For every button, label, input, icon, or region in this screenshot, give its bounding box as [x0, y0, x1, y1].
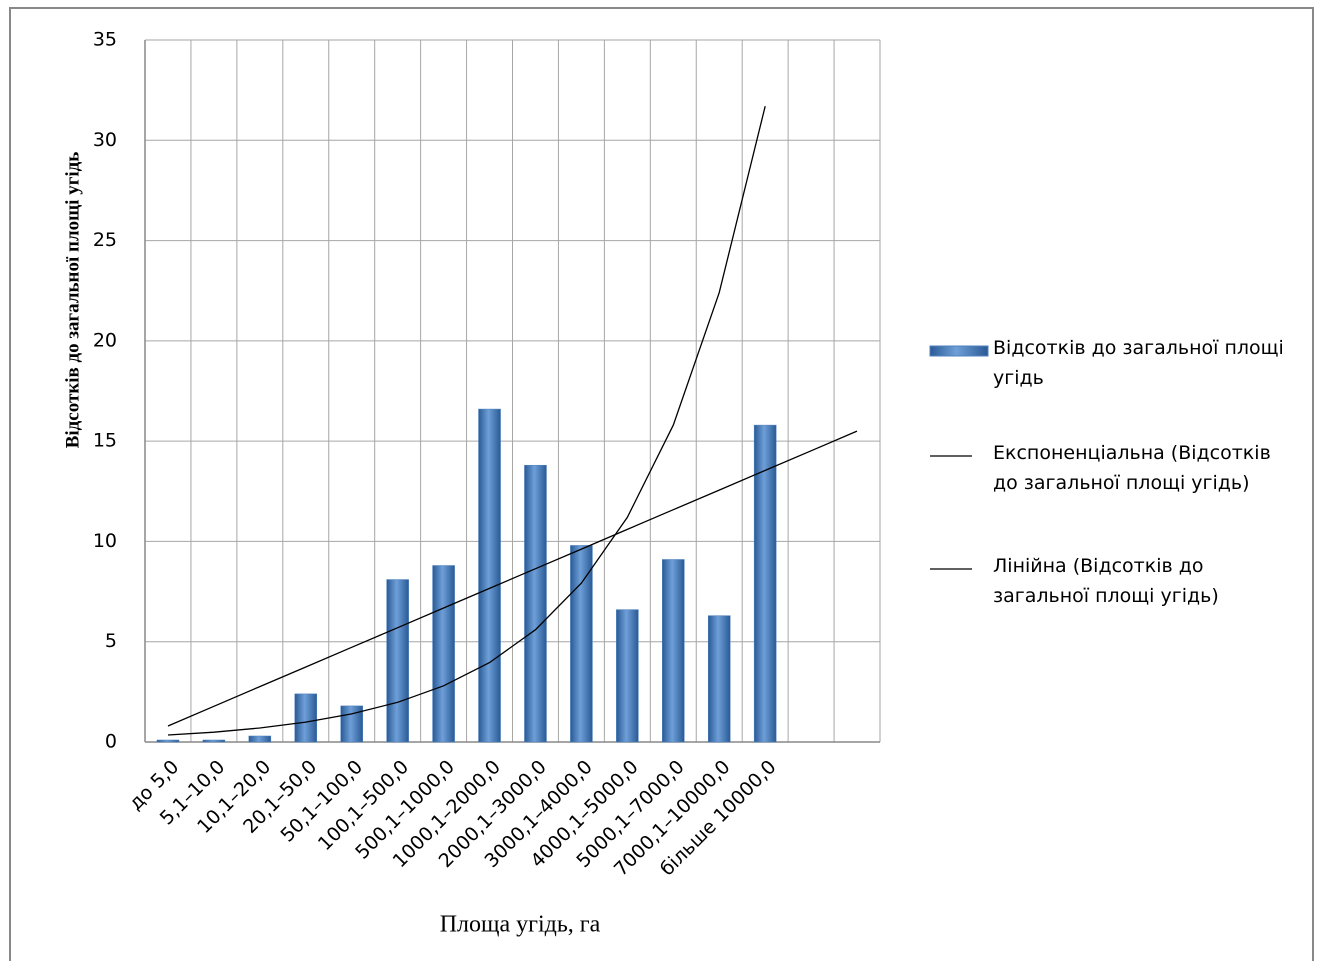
bar — [616, 609, 639, 743]
y-tick-label: 35 — [93, 29, 117, 51]
legend-label: Відсотків до загальної площі угідь — [993, 337, 1284, 389]
bar — [570, 545, 593, 743]
bar — [202, 739, 226, 743]
y-tick-label: 5 — [105, 630, 117, 652]
y-tick-label: 15 — [93, 430, 117, 452]
trend-line — [167, 106, 766, 736]
y-axis-title: Відсотків до загальної площі угідь — [62, 152, 83, 449]
x-axis-title: Площа угідь, га — [440, 912, 601, 938]
frame — [9, 7, 1314, 961]
bar — [386, 579, 409, 743]
bar — [156, 739, 180, 743]
trend-line — [167, 430, 858, 727]
legend-label: Лінійна (Відсотків до загальної площі уг… — [993, 555, 1219, 607]
bar — [432, 565, 455, 743]
bar — [478, 408, 501, 743]
bar — [524, 464, 547, 743]
y-tick-label: 10 — [93, 530, 117, 552]
bar — [294, 693, 318, 743]
bar — [662, 559, 685, 743]
bar — [248, 735, 272, 743]
y-tick-label: 30 — [93, 129, 117, 151]
bar — [753, 424, 777, 743]
y-tick-label: 20 — [93, 329, 117, 351]
legend-swatch — [929, 345, 989, 357]
bar — [707, 615, 731, 743]
y-tick-label: 25 — [93, 229, 117, 251]
y-tick-label: 0 — [105, 731, 117, 753]
legend-label: Експоненціальна (Відсотків до загальної … — [993, 442, 1271, 494]
